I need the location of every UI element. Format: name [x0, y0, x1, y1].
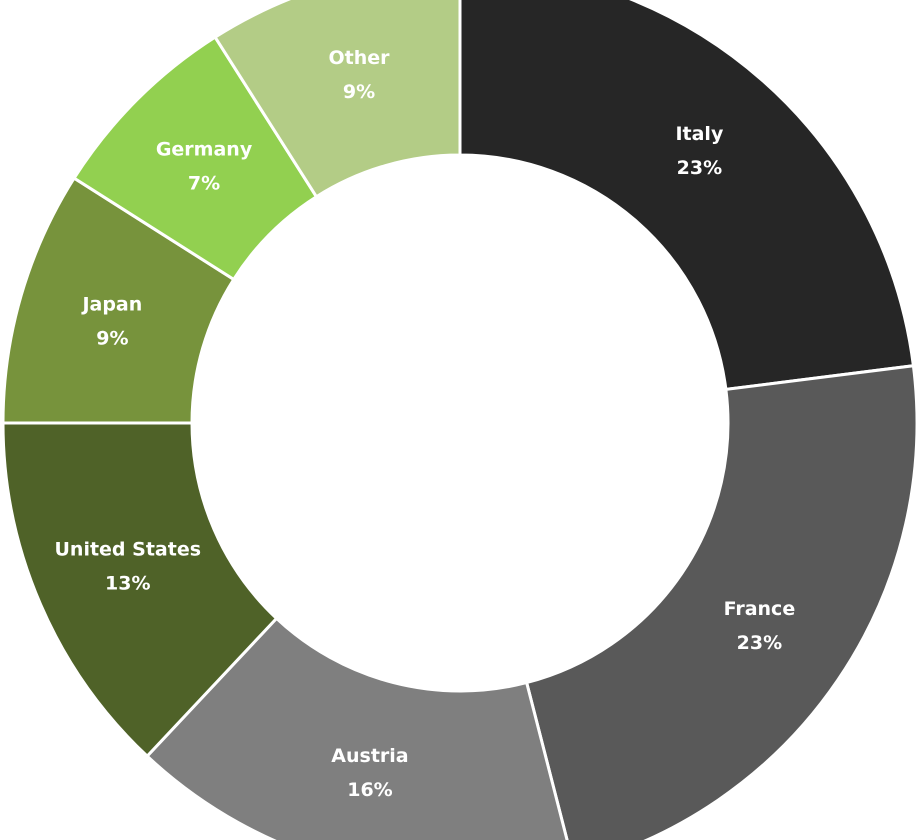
slice-name-label: France — [724, 598, 796, 620]
slice-value-label: 16% — [347, 779, 392, 801]
slice-value-label: 9% — [343, 81, 375, 103]
donut-slice — [145, 616, 569, 840]
donut-slice — [458, 0, 916, 392]
slice-name-label: Other — [328, 47, 390, 69]
slice-value-label: 7% — [188, 173, 220, 195]
slice-value-label: 9% — [96, 328, 128, 350]
slice-name-label: Germany — [156, 139, 253, 161]
donut-slice — [213, 0, 462, 199]
slice-value-label: 23% — [737, 632, 782, 654]
slice-name-label: Japan — [80, 294, 142, 316]
slice-value-label: 23% — [677, 157, 722, 179]
slice-value-label: 13% — [105, 572, 150, 594]
slice-name-label: Italy — [675, 123, 723, 145]
slice-name-label: United States — [55, 538, 202, 560]
slice-name-label: Austria — [331, 745, 408, 767]
donut-slice — [524, 364, 918, 840]
